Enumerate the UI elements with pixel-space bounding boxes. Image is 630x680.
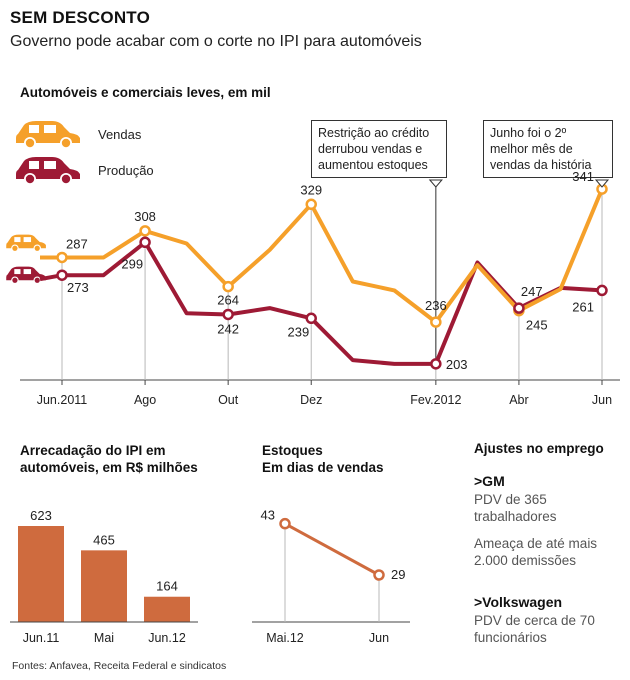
- annotation-pointer-arrow: [428, 179, 443, 188]
- vendas-point-marker: [305, 198, 317, 211]
- producao-point-marker: [513, 302, 525, 314]
- car-icon-producao-start: [6, 266, 46, 284]
- gm-details: PDV de 365 trabalhadores Ameaça de até m…: [474, 491, 597, 569]
- stock-title-line: Estoques: [262, 443, 323, 458]
- vendas-data-label: 245: [526, 318, 548, 333]
- producao-data-label: 247: [521, 284, 543, 299]
- x-tick-label: Abr: [509, 393, 528, 407]
- x-tick-label: Jun.2011: [37, 393, 88, 407]
- x-tick-label: Ago: [134, 393, 156, 407]
- producao-point-marker: [596, 284, 608, 297]
- stock-value-label: 43: [261, 508, 275, 523]
- headline: SEM DESCONTO: [10, 8, 150, 27]
- vendas-point-marker: [139, 225, 151, 237]
- producao-point-marker: [222, 308, 234, 321]
- legend-producao-label: Produção: [98, 163, 154, 178]
- car-icon-vendas-start: [6, 234, 46, 252]
- ipi-bar-value-label: 465: [93, 532, 115, 547]
- x-tick-label: Fev.2012: [410, 393, 461, 407]
- annotation-june-line: melhor mês de: [490, 142, 573, 156]
- gm-detail-line: 2.000 demissões: [474, 553, 577, 568]
- main-chart-title: Automóveis e comerciais leves, em mil: [20, 85, 271, 100]
- x-tick-label: Dez: [300, 393, 322, 407]
- stock-title-line: Em dias de vendas: [262, 460, 384, 475]
- vendas-data-label: 341: [572, 169, 594, 184]
- producao-point-marker: [305, 312, 317, 325]
- vw-detail-line: PDV de cerca de 70: [474, 613, 595, 628]
- vw-detail-line: funcionários: [474, 630, 547, 645]
- vendas-data-label: 236: [425, 298, 447, 313]
- ipi-bar: [18, 526, 64, 622]
- ipi-title-line: Arrecadação do IPI em: [20, 443, 166, 458]
- x-tick-label: Out: [218, 393, 239, 407]
- ipi-category-label: Jun.12: [148, 631, 186, 645]
- ipi-bar-value-label: 164: [156, 579, 178, 594]
- stock-value-label: 29: [391, 567, 405, 582]
- stock-category-label: Jun: [369, 631, 389, 645]
- ipi-chart-title: Arrecadação do IPI em automóveis, em R$ …: [20, 442, 198, 476]
- annotation-june-line: vendas da história: [490, 158, 592, 172]
- ipi-category-label: Jun.11: [23, 631, 60, 645]
- subheadline: Governo pode acabar com o corte no IPI p…: [10, 33, 422, 50]
- producao-data-label: 261: [572, 299, 594, 314]
- ipi-bar: [81, 550, 127, 622]
- stock-chart-title: Estoques Em dias de vendas: [262, 442, 384, 476]
- gm-detail-line: PDV de 365: [474, 492, 547, 507]
- producao-data-label: 273: [67, 280, 89, 295]
- annotation-credit-line: Restrição ao crédito: [318, 126, 430, 140]
- annotation-credit-line: derrubou vendas e: [318, 142, 423, 156]
- annotation-credit-restriction: Restrição ao crédito derrubou vendas e a…: [311, 120, 447, 178]
- gm-heading: >GM: [474, 473, 505, 489]
- vendas-data-label: 264: [217, 293, 239, 308]
- producao-data-label: 299: [121, 256, 143, 271]
- employment-title: Ajustes no emprego: [474, 441, 604, 456]
- stock-category-label: Mai.12: [266, 631, 304, 645]
- annotation-june-line: Junho foi o 2º: [490, 126, 567, 140]
- vendas-point-marker: [222, 280, 234, 293]
- sources-footnote: Fontes: Anfavea, Receita Federal e sindi…: [12, 660, 227, 672]
- producao-point-marker: [56, 269, 68, 281]
- legend-vendas-label: Vendas: [98, 127, 142, 142]
- ipi-bar-value-label: 623: [30, 508, 52, 523]
- vw-details: PDV de cerca de 70 funcionários: [474, 612, 595, 646]
- vw-heading: >Volkswagen: [474, 594, 563, 610]
- annotation-pointer-arrow: [594, 179, 610, 188]
- vendas-data-label: 287: [66, 236, 88, 251]
- producao-point-marker: [139, 236, 151, 249]
- vendas-series-line: [62, 188, 604, 325]
- producao-point-marker: [430, 358, 442, 370]
- annotation-credit-line: aumentou estoques: [318, 158, 428, 172]
- vendas-data-label: 329: [300, 182, 322, 197]
- stock-point-marker: [279, 517, 291, 530]
- ipi-bar: [144, 596, 190, 622]
- ipi-title-line: automóveis, em R$ milhões: [20, 460, 198, 475]
- car-icon-producao: [16, 157, 80, 185]
- ipi-category-label: Mai: [94, 631, 114, 645]
- gm-detail-line: trabalhadores: [474, 509, 557, 524]
- stock-series-line: [284, 522, 380, 577]
- producao-data-label: 242: [217, 321, 239, 336]
- vendas-point-marker: [430, 316, 442, 328]
- vendas-data-label: 308: [134, 209, 156, 224]
- producao-data-label: 203: [446, 357, 468, 372]
- x-tick-label: Jun: [592, 393, 612, 407]
- gm-detail-line: Ameaça de até mais: [474, 536, 598, 551]
- annotation-june-record: Junho foi o 2º melhor mês de vendas da h…: [483, 120, 613, 178]
- stock-point-marker: [373, 569, 385, 581]
- producao-data-label: 239: [288, 324, 310, 339]
- vendas-point-marker: [56, 251, 68, 264]
- car-icon-vendas: [16, 121, 80, 149]
